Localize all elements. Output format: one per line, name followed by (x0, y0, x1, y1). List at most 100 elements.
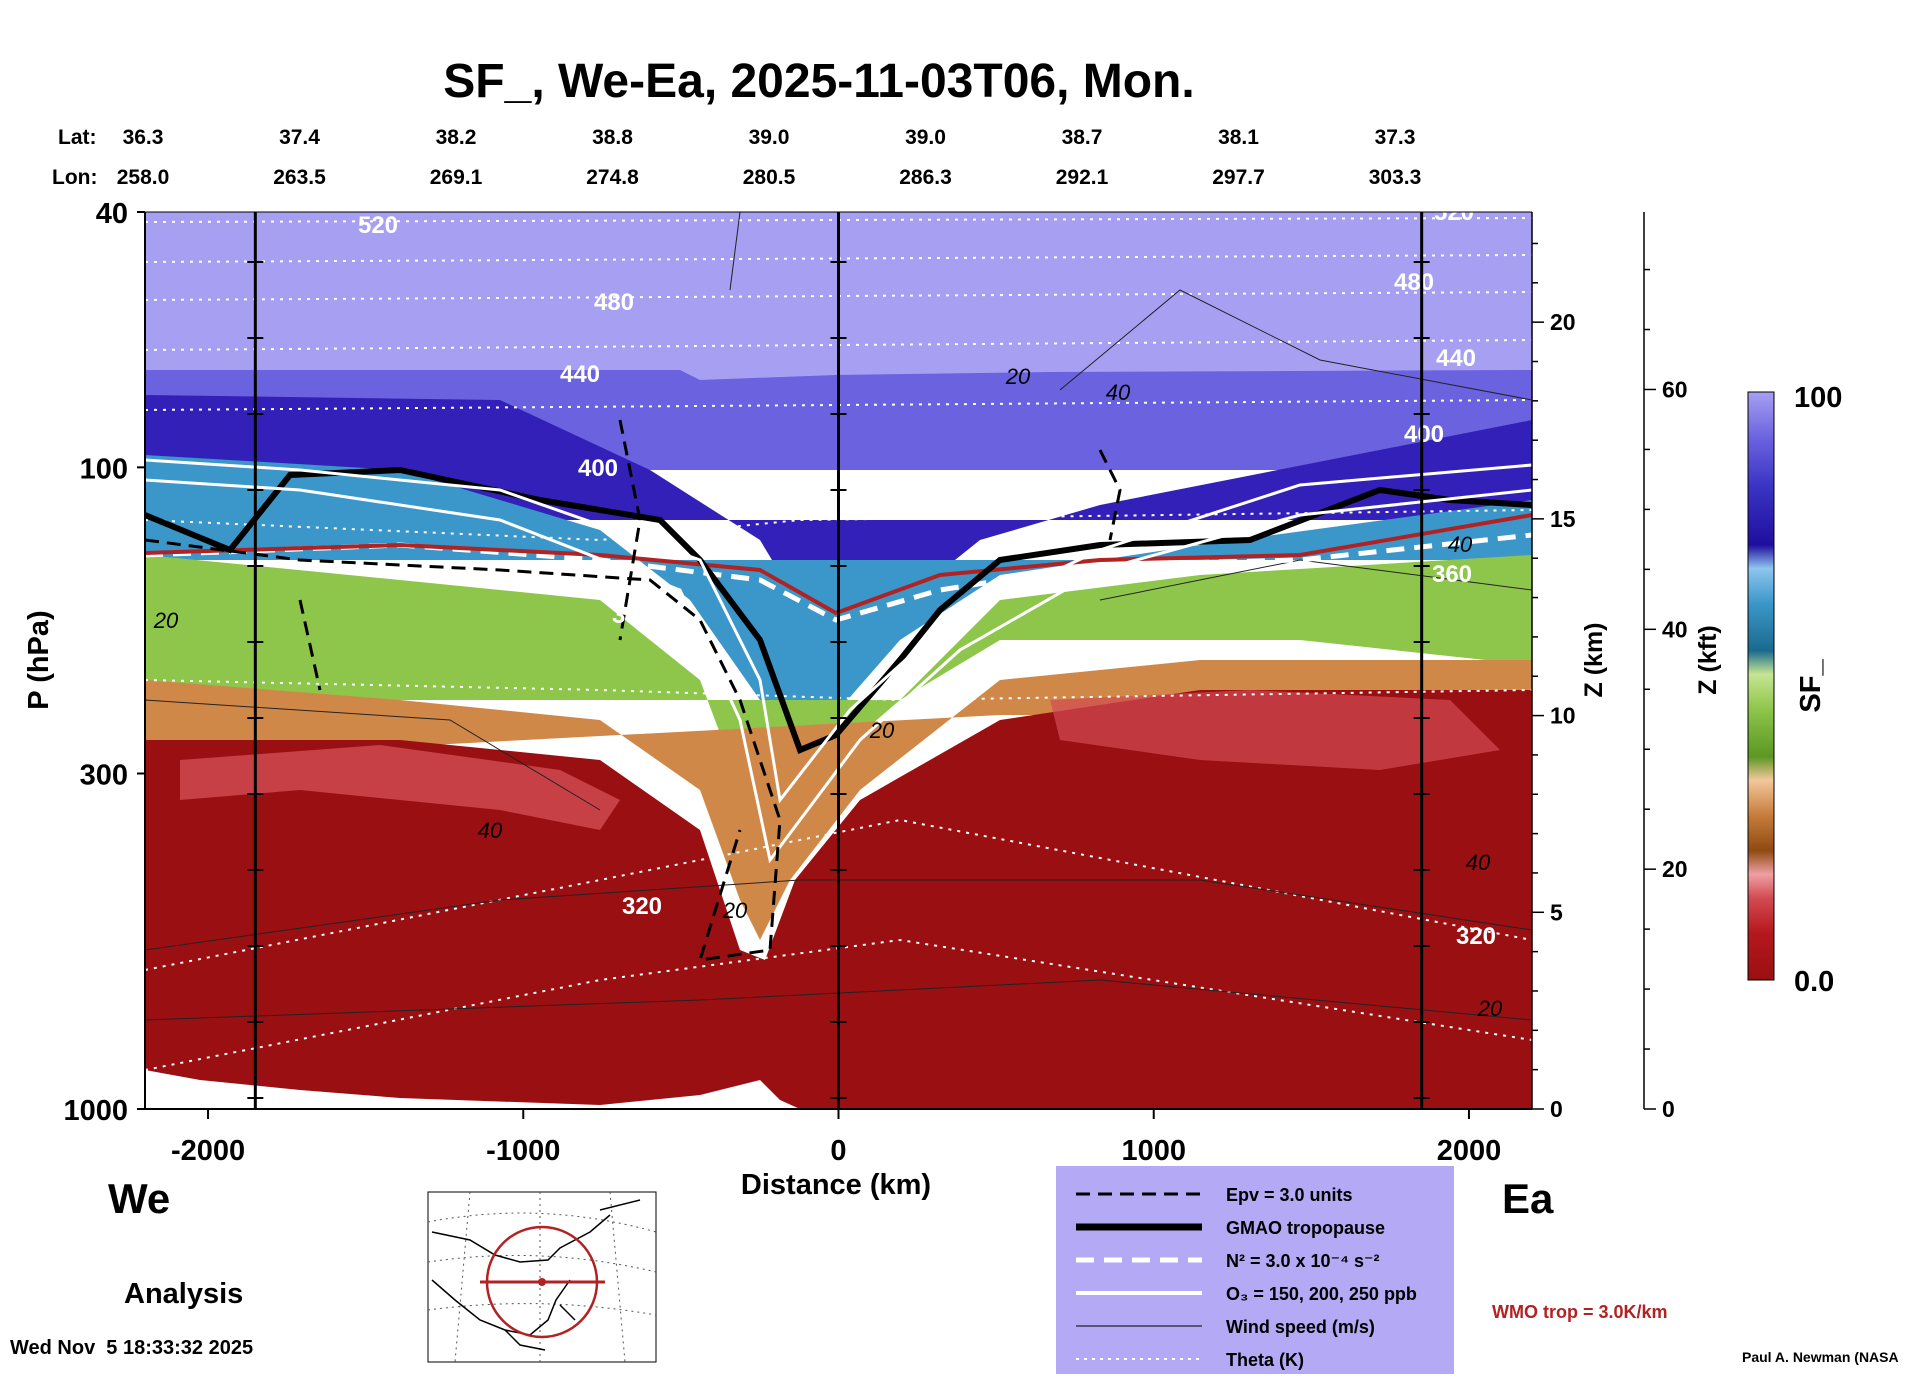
pressure-axis: 40 100 300 1000 (63, 198, 146, 1127)
z-kft-tick-label: 20 (1662, 856, 1688, 882)
x-tick-label: -1000 (486, 1135, 560, 1167)
epv-contours (145, 419, 1122, 962)
wind-contour-labels: 20 40 20 40 40 20 20 20 40 (153, 364, 1503, 1021)
pressure-tick-label: 40 (96, 198, 128, 230)
chart-title: SF_, We-Ea, 2025-11-03T06, Mon. (443, 55, 1194, 108)
theta-contour-label: 320 (622, 893, 662, 920)
wmo-trop-label: WMO trop = 3.0K/km (1492, 1302, 1668, 1322)
credit-label: Paul A. Newman (NASA (1742, 1349, 1899, 1365)
ozone-contours (145, 458, 1532, 864)
wind-contour-label: 20 (869, 718, 895, 743)
colorbar-min-label: 0.0 (1794, 966, 1834, 998)
wind-contours (145, 212, 1532, 1021)
lat-value: 38.7 (1062, 126, 1103, 149)
lat-value: 38.8 (592, 126, 633, 149)
theta-contour-label: 480 (594, 289, 634, 316)
lat-value: 37.4 (279, 126, 320, 149)
vertical-markers (247, 212, 1430, 1109)
z-kft-tick-label: 40 (1662, 616, 1688, 642)
x-tick-label: 0 (830, 1135, 846, 1167)
pressure-tick-label: 1000 (63, 1095, 128, 1127)
wind-contour-label: 40 (1106, 380, 1131, 405)
theta-contour-label: 520 (1434, 199, 1474, 226)
x-tick-label: 2000 (1437, 1135, 1502, 1167)
theta-contour-labels: 520 480 440 400 360 320 520 480 440 400 360 320 (358, 199, 1496, 950)
map-frame (427, 1191, 657, 1363)
theta-contour-label: 520 (358, 212, 398, 239)
wind-contour-label: 40 (1448, 532, 1473, 557)
wind-contour-label: 20 (722, 898, 748, 923)
colorbar-max-label: 100 (1794, 382, 1842, 414)
wind-contour-label: 20 (153, 608, 179, 633)
legend-label-wind: Wind speed (m/s) (1226, 1317, 1375, 1337)
lat-value: 37.3 (1375, 126, 1416, 149)
theta-contour-label: 480 (1394, 269, 1434, 296)
z-km-tick-label: 20 (1550, 309, 1576, 335)
z-kft-axis-label: Z (kft) (1694, 625, 1722, 694)
wind-contour-label: 20 (1005, 364, 1031, 389)
surface-terrain (145, 1070, 800, 1109)
y-axis-label: P (hPa) (23, 610, 55, 709)
lon-value: 274.8 (586, 166, 639, 189)
theta-contour-label: 320 (1456, 923, 1496, 950)
lon-value: 303.3 (1369, 166, 1422, 189)
legend-label-gmao: GMAO tropopause (1226, 1218, 1385, 1238)
x-axis: -2000 -1000 0 1000 2000 (171, 1109, 1501, 1167)
lon-value: 286.3 (899, 166, 952, 189)
x-tick-label: 1000 (1121, 1135, 1186, 1167)
lat-value: 39.0 (749, 126, 790, 149)
pressure-tick-label: 300 (80, 759, 128, 791)
wind-contour-label: 40 (1466, 850, 1491, 875)
colorbar-label: SF_ (1795, 659, 1827, 713)
west-direction-label: We (108, 1175, 170, 1222)
theta-contour-label: 440 (560, 361, 600, 388)
lon-value: 292.1 (1056, 166, 1109, 189)
lon-value: 269.1 (430, 166, 483, 189)
legend-label-epv: Epv = 3.0 units (1226, 1185, 1353, 1205)
wind-contour-label: 40 (478, 818, 503, 843)
theta-contour-label: 400 (1404, 421, 1444, 448)
timestamp: Wed Nov 5 18:33:32 2025 (10, 1337, 253, 1359)
map-center-marker (538, 1278, 546, 1286)
x-tick-label: -2000 (171, 1135, 245, 1167)
z-km-tick-label: 5 (1550, 899, 1563, 925)
z-km-axis-label: Z (km) (1580, 623, 1608, 698)
z-kft-tick-label: 60 (1662, 376, 1688, 402)
theta-contour-label: 360 (1432, 561, 1472, 588)
lat-header-label: Lat: (58, 126, 97, 149)
legend-items: Epv = 3.0 units GMAO tropopause N² = 3.0 x… (1076, 1185, 1417, 1370)
colorbar (1747, 391, 1775, 981)
lat-value: 38.2 (436, 126, 477, 149)
lon-value: 280.5 (743, 166, 796, 189)
z-km-tick-label: 15 (1550, 506, 1576, 532)
wind-contour-label: 20 (1477, 996, 1503, 1021)
legend-label-o3: O₃ = 150, 200, 250 ppb (1226, 1284, 1417, 1304)
legend-label-theta: Theta (K) (1226, 1350, 1304, 1370)
legend-box (1056, 1166, 1454, 1374)
x-axis-label: Distance (km) (741, 1169, 931, 1201)
east-direction-label: Ea (1502, 1175, 1554, 1222)
lat-value: 39.0 (905, 126, 946, 149)
lat-value: 36.3 (123, 126, 164, 149)
z-kft-tick-label: 0 (1662, 1096, 1675, 1122)
lat-value: 38.1 (1218, 126, 1259, 149)
z-km-tick-label: 10 (1550, 703, 1576, 729)
theta-contour-label: 360 (612, 602, 652, 629)
analysis-label: Analysis (124, 1278, 243, 1310)
field-pink-patch-east (1050, 690, 1500, 770)
field-pink-patch (180, 745, 620, 830)
map-graticule (427, 1191, 657, 1363)
theta-contour-label: 400 (578, 455, 618, 482)
lat-lon-header: Lat: Lon: 36.3 258.0 37.4 263.5 38.2 269.1 38.… (52, 126, 1421, 189)
legend-label-n2: N² = 3.0 x 10⁻⁴ s⁻² (1226, 1251, 1379, 1271)
z-km-axis: 0 5 10 15 20 (1531, 212, 1576, 1122)
lon-value: 263.5 (273, 166, 326, 189)
lon-value: 297.7 (1212, 166, 1265, 189)
legend: Epv = 3.0 units GMAO tropopause N² = 3.0 x… (1056, 1166, 1454, 1374)
lon-value: 258.0 (117, 166, 170, 189)
theta-contour-label: 440 (1436, 345, 1476, 372)
z-kft-axis: 0 20 40 60 (1643, 212, 1688, 1122)
pressure-tick-label: 100 (80, 453, 128, 485)
lon-header-label: Lon: (52, 166, 97, 189)
